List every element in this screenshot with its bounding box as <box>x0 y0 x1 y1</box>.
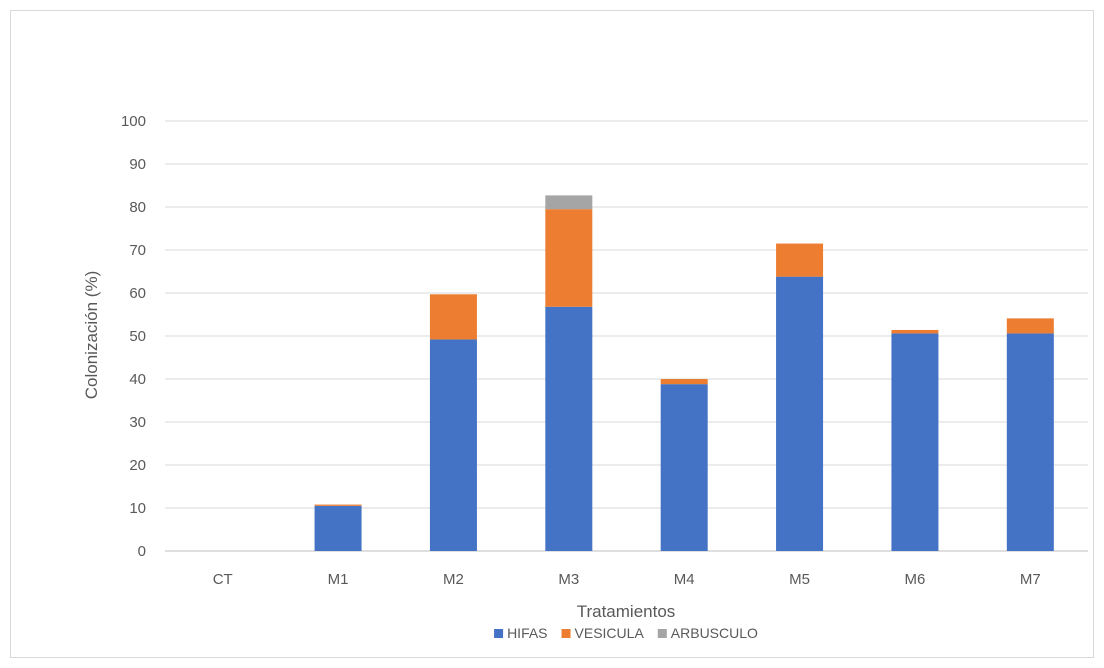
bar-hifas-m1 <box>314 505 362 551</box>
bar-vesicula-m1 <box>314 504 362 506</box>
x-tick-label: M4 <box>674 571 695 588</box>
bar-hifas-m7 <box>1006 333 1054 551</box>
y-axis-title: Colonización (%) <box>82 271 101 400</box>
x-tick-label: M2 <box>443 571 464 588</box>
legend-item-vesicula: VESICULA <box>561 625 645 641</box>
bar-hifas-m6 <box>891 333 939 551</box>
legend-label: ARBUSCULO <box>671 625 758 641</box>
bar-hifas-m3 <box>545 306 593 551</box>
bars <box>314 195 1054 551</box>
y-tick-label: 100 <box>121 113 146 130</box>
bar-vesicula-m7 <box>1006 318 1054 334</box>
legend-swatch <box>494 629 504 638</box>
bar-vesicula-m4 <box>660 379 708 385</box>
bar-vesicula-m3 <box>545 209 593 307</box>
x-tick-label: M7 <box>1020 571 1041 588</box>
bar-vesicula-m6 <box>891 329 939 334</box>
x-tick-label: CT <box>213 571 233 588</box>
x-tick-label: M3 <box>558 571 579 588</box>
x-tick-label: M6 <box>905 571 926 588</box>
y-tick-label: 0 <box>138 543 146 560</box>
y-tick-label: 40 <box>129 371 146 388</box>
y-tick-label: 30 <box>129 414 146 431</box>
x-tick-label: M1 <box>328 571 349 588</box>
y-tick-label: 70 <box>129 242 146 259</box>
x-tick-label: M5 <box>789 571 810 588</box>
y-tick-label: 60 <box>129 285 146 302</box>
legend-item-hifas: HIFAS <box>494 625 548 641</box>
legend-swatch <box>657 629 667 638</box>
y-tick-label: 20 <box>129 457 146 474</box>
bar-hifas-m5 <box>776 276 824 551</box>
bar-hifas-m4 <box>660 384 708 551</box>
x-axis-title: Tratamientos <box>577 602 676 621</box>
y-tick-labels: 0 10 20 30 40 50 60 70 80 90 100 <box>121 113 146 560</box>
y-tick-label: 50 <box>129 328 146 345</box>
gridlines <box>165 120 1088 552</box>
bar-vesicula-m2 <box>429 294 477 340</box>
bar-hifas-m2 <box>429 339 477 551</box>
x-tick-labels: CT M1 M2 M3 M4 M5 M6 M7 <box>213 571 1041 588</box>
bar-vesicula-m5 <box>776 243 824 277</box>
legend-label: HIFAS <box>507 625 547 641</box>
y-tick-label: 90 <box>129 156 146 173</box>
legend-label: VESICULA <box>575 625 645 641</box>
legend: HIFAS VESICULA ARBUSCULO <box>494 625 758 641</box>
legend-swatch <box>561 629 571 638</box>
legend-item-arbusculo: ARBUSCULO <box>657 625 758 641</box>
bar-arbusculo-m3 <box>545 195 593 210</box>
y-tick-label: 10 <box>129 500 146 517</box>
y-tick-label: 80 <box>129 199 146 216</box>
